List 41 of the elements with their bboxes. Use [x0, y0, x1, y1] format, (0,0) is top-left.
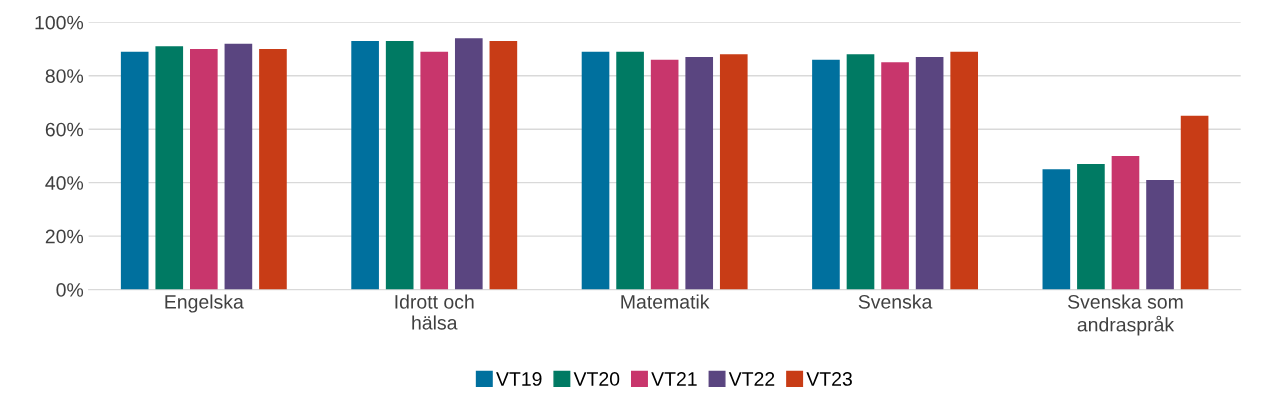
y-tick-label: 20% [45, 229, 84, 244]
legend-label: VT19 [496, 372, 542, 386]
bar [454, 38, 483, 290]
bar [224, 43, 253, 290]
bar [915, 57, 944, 290]
bar [685, 57, 714, 290]
y-tick-label: 80% [45, 69, 84, 83]
bar [950, 51, 979, 290]
x-tick-label: Matematik [621, 294, 710, 309]
bar [812, 59, 840, 290]
x-tick-label: Idrott och hälsa [395, 294, 474, 330]
bar [385, 40, 414, 290]
legend-label: VT21 [651, 372, 697, 386]
bar [259, 49, 287, 290]
bar [190, 49, 218, 290]
x-tick-label: Engelska [165, 294, 244, 313]
x-tick-label: Svenska [858, 294, 933, 309]
bar [489, 40, 518, 290]
bar [719, 54, 748, 290]
bar [155, 46, 184, 290]
y-tick-label: 100% [35, 15, 84, 30]
y-tick-label: 0% [56, 283, 84, 297]
bar [351, 40, 379, 290]
legend-label: VT20 [573, 372, 620, 386]
y-tick-label: 60% [45, 122, 84, 137]
bar [1111, 155, 1140, 290]
bar [881, 62, 909, 290]
bar [1180, 115, 1209, 290]
bar [1042, 169, 1071, 290]
bar [1077, 163, 1105, 290]
bar [650, 59, 679, 290]
legend-label: VT23 [806, 372, 852, 386]
bar [616, 51, 644, 290]
x-tick-label: Svenska som andraspråk [1068, 294, 1183, 336]
bar [846, 54, 875, 290]
bar [120, 51, 149, 290]
bar [1146, 179, 1174, 290]
y-tick-label: 40% [45, 176, 84, 190]
legend-label: VT22 [728, 372, 775, 386]
bar [420, 51, 449, 290]
bar [581, 51, 610, 290]
